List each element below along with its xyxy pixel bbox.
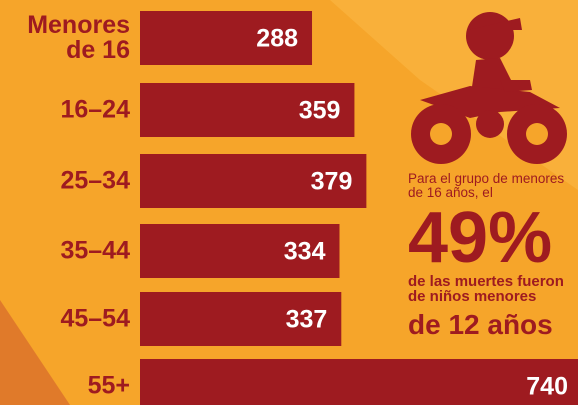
category-label: 45–54 [0,307,130,332]
callout-emphasis: de 12 años [408,310,578,340]
category-label: Menores de 16 [0,13,130,63]
value-label: 288 [256,25,298,53]
page: 288 359 379 334 337 740 Para el grupo de meno… [0,0,578,405]
category-label: 55+ [0,374,130,399]
value-label: 337 [286,306,328,334]
value-label: 359 [299,97,341,125]
category-label: 35–44 [0,239,130,264]
bar [140,359,578,405]
category-label: 16–24 [0,98,130,123]
callout-body: de las muertes fueron de niños menores [408,274,578,304]
value-label: 379 [311,168,353,196]
callout-highlight: 49% [408,204,578,272]
callout-intro: Para el grupo de menores de 16 años, el [408,172,578,200]
value-label: 740 [526,373,568,401]
category-label: 25–34 [0,169,130,194]
value-label: 334 [284,238,326,266]
